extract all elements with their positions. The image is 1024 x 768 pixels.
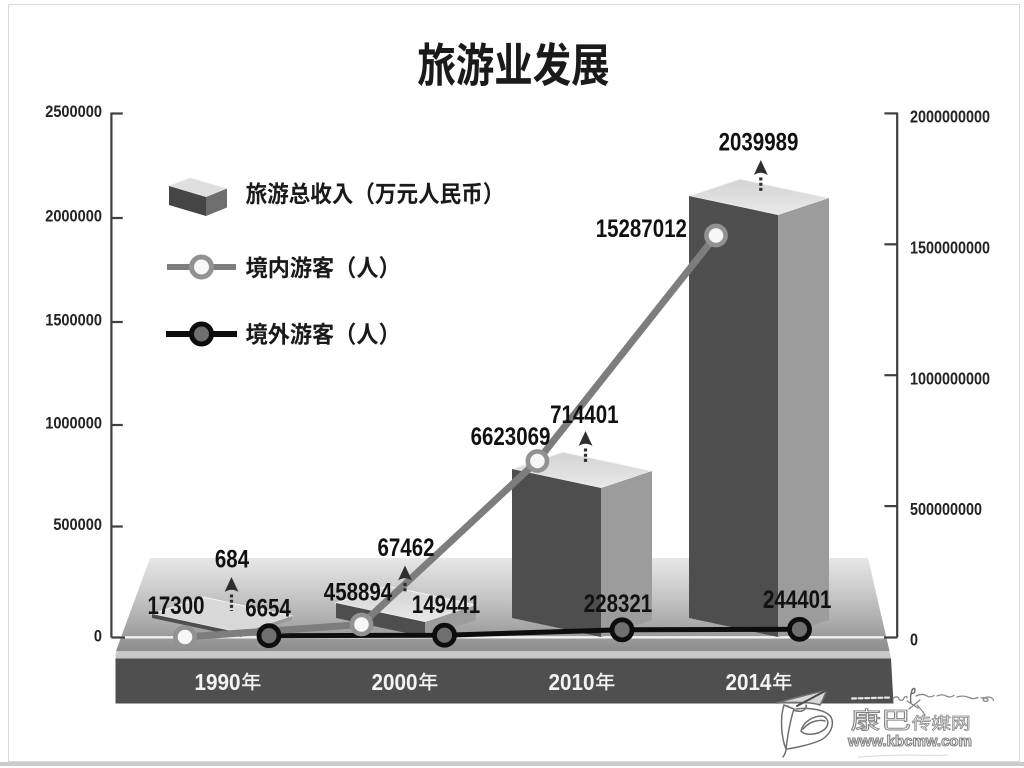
- svg-text:2014: 2014: [726, 669, 773, 695]
- svg-text:1500000: 1500000: [45, 312, 102, 330]
- svg-text:1000000000: 1000000000: [910, 370, 990, 388]
- svg-text:1990: 1990: [195, 669, 241, 695]
- svg-text:684: 684: [215, 545, 249, 573]
- svg-text:1000000: 1000000: [45, 415, 102, 433]
- svg-text:6623069: 6623069: [471, 422, 551, 450]
- svg-text:15287012: 15287012: [596, 214, 687, 242]
- svg-text:www.kbcmw.com: www.kbcmw.com: [847, 733, 972, 750]
- svg-text:714401: 714401: [550, 400, 619, 428]
- svg-text:6654: 6654: [245, 594, 291, 622]
- svg-text:1500000000: 1500000000: [910, 239, 990, 257]
- svg-text:67462: 67462: [378, 533, 435, 561]
- svg-text:2500000: 2500000: [45, 103, 102, 121]
- svg-text:0: 0: [94, 627, 102, 645]
- svg-text:500000000: 500000000: [910, 501, 982, 519]
- svg-text:2000000000: 2000000000: [910, 108, 990, 126]
- svg-text:228321: 228321: [584, 589, 653, 617]
- svg-text:2000: 2000: [372, 669, 418, 695]
- svg-text:2039989: 2039989: [719, 128, 799, 156]
- svg-text:0: 0: [910, 631, 918, 649]
- svg-text:500000: 500000: [53, 516, 102, 534]
- svg-text:458894: 458894: [324, 578, 393, 606]
- svg-text:17300: 17300: [148, 591, 205, 619]
- svg-text:149441: 149441: [412, 590, 481, 618]
- svg-text:2010: 2010: [549, 669, 595, 695]
- svg-text:2000000: 2000000: [45, 208, 102, 226]
- svg-text:244401: 244401: [763, 585, 832, 613]
